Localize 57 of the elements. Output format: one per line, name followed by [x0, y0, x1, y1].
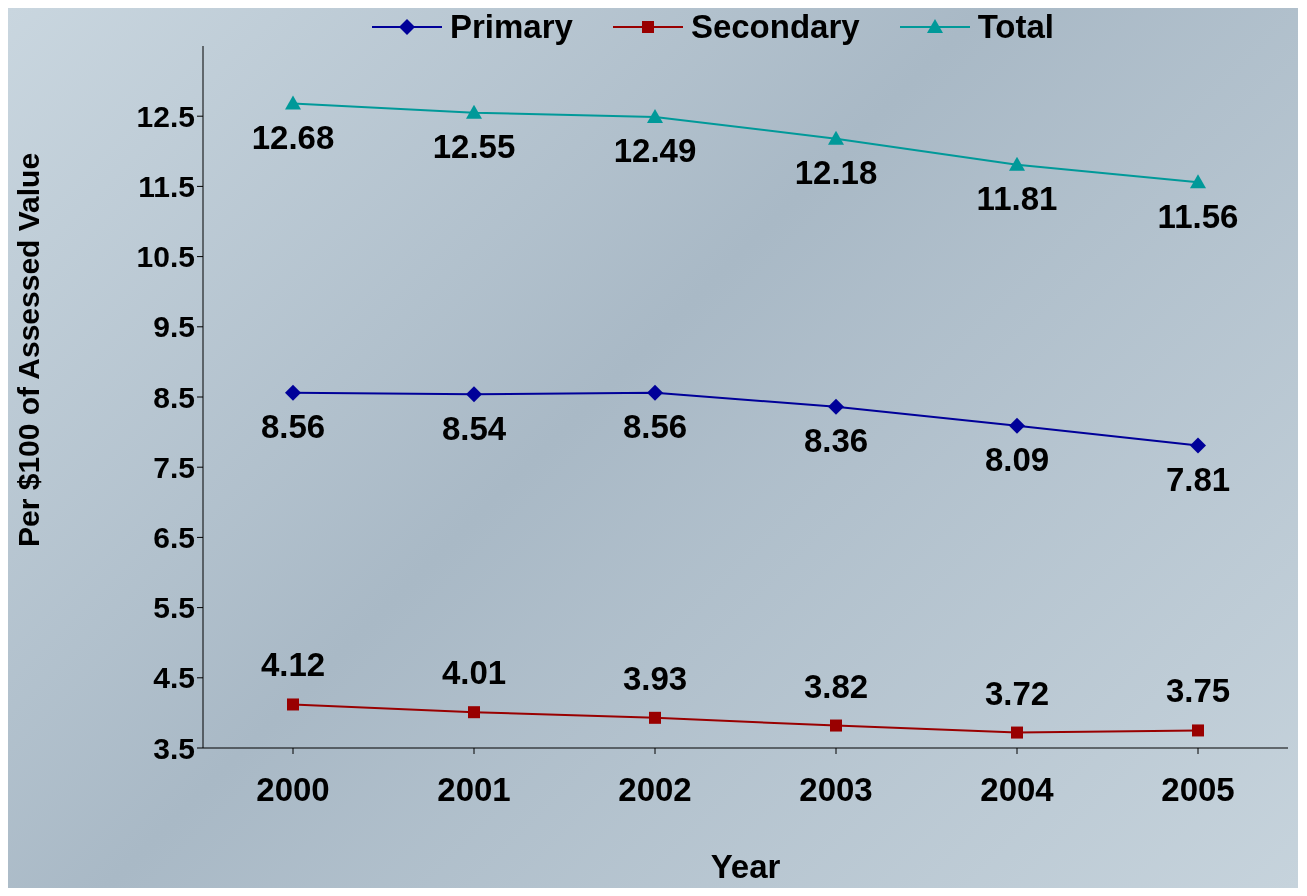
point — [828, 398, 844, 415]
data-label: 12.55 — [432, 128, 516, 166]
point — [828, 130, 844, 145]
point — [466, 104, 482, 119]
data-label: 12.49 — [613, 132, 697, 170]
data-label: 3.82 — [803, 667, 869, 705]
data-label: 8.54 — [441, 409, 507, 447]
y-tick-label: 10.5 — [136, 240, 195, 274]
data-label: 8.09 — [984, 441, 1050, 479]
x-tick-label: 2000 — [256, 771, 330, 809]
legend-label: Secondary — [690, 8, 860, 46]
y-tick-label: 8.5 — [153, 380, 195, 414]
data-label: 4.12 — [260, 646, 326, 684]
point — [1190, 437, 1206, 454]
point — [649, 711, 661, 724]
point — [1009, 417, 1025, 434]
legend-label: Total — [977, 8, 1055, 46]
y-tick-label: 3.5 — [153, 731, 195, 765]
y-tick-label: 12.5 — [136, 99, 195, 133]
x-tick-label: 2003 — [799, 771, 873, 809]
data-label: 8.56 — [622, 408, 688, 446]
data-label: 7.81 — [1165, 460, 1231, 498]
data-label: 12.68 — [251, 118, 335, 156]
point — [830, 719, 842, 732]
y-tick-label: 5.5 — [153, 591, 195, 625]
y-tick-label: 6.5 — [153, 521, 195, 555]
point — [1190, 174, 1206, 189]
data-label: 8.56 — [260, 408, 326, 446]
data-label: 3.75 — [1165, 672, 1231, 710]
data-label: 8.36 — [803, 422, 869, 460]
y-tick-label: 9.5 — [153, 310, 195, 344]
point — [1011, 726, 1023, 739]
point — [287, 698, 299, 711]
data-label: 12.18 — [794, 154, 878, 192]
data-label: 3.72 — [984, 674, 1050, 712]
point — [1192, 724, 1204, 737]
x-tick-label: 2005 — [1161, 771, 1235, 809]
x-tick-label: 2004 — [980, 771, 1055, 809]
y-axis-title: Per $100 of Assessed Value — [11, 152, 45, 547]
point — [285, 95, 301, 110]
data-label: 4.01 — [441, 654, 507, 692]
data-label: 3.93 — [622, 659, 688, 697]
y-tick-label: 7.5 — [153, 450, 195, 484]
point — [647, 384, 663, 401]
point — [285, 384, 301, 401]
y-tick-label: 4.5 — [153, 661, 195, 695]
data-label: 11.56 — [1157, 197, 1239, 235]
x-tick-label: 2001 — [437, 771, 511, 809]
point — [468, 706, 480, 719]
point — [647, 108, 663, 123]
data-label: 11.81 — [976, 180, 1058, 218]
legend-label: Primary — [449, 8, 573, 46]
point — [1009, 156, 1025, 171]
x-axis-title: Year — [710, 848, 781, 885]
x-tick-label: 2002 — [618, 771, 692, 809]
point — [466, 386, 482, 403]
y-tick-label: 11.5 — [138, 170, 195, 204]
